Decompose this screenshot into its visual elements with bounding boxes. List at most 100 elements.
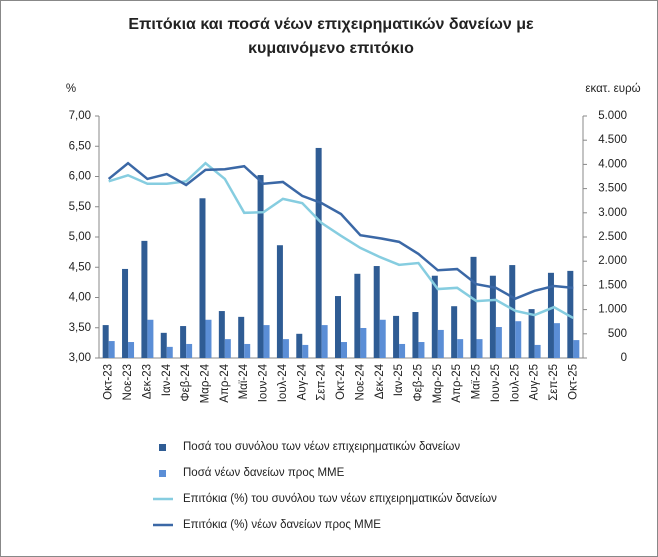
y-tick-label: 4,00 [69, 292, 91, 304]
y-tick-label: 6,00 [69, 171, 91, 183]
bar [180, 326, 187, 358]
x-tick-label: Ιουλ-25 [509, 364, 521, 402]
y-tick-label: 3,00 [69, 352, 91, 364]
bar [360, 327, 367, 358]
y2-tick-label: 4.500 [598, 134, 627, 146]
bar [476, 339, 483, 358]
y-tick-label: 4,50 [69, 261, 91, 273]
x-tick-label: Απρ-25 [451, 364, 463, 403]
x-tick-label: Οκτ-24 [335, 363, 347, 399]
bar [186, 343, 193, 358]
x-tick-label: Σεπ-25 [548, 364, 560, 401]
bar [393, 315, 400, 358]
bar [553, 323, 560, 358]
y2-tick-label: 1.000 [598, 304, 627, 316]
x-tick-label: Σεπ-24 [316, 363, 328, 400]
x-tick-label: Φεβ-24 [180, 363, 192, 401]
bar [321, 325, 328, 358]
x-tick-label: Μαρ-24 [200, 363, 212, 403]
bar [431, 275, 438, 358]
bar [244, 343, 251, 358]
bar [128, 342, 135, 358]
bar [451, 306, 458, 358]
bar [573, 340, 580, 358]
bar [509, 265, 516, 358]
x-tick-label: Απρ-24 [219, 363, 231, 402]
bar [335, 296, 341, 358]
y2-tick-label: 500 [608, 328, 627, 340]
bar [224, 339, 231, 358]
y2-tick-label: 2.500 [598, 231, 627, 243]
bar [147, 319, 154, 358]
bar [341, 342, 347, 358]
bar [567, 270, 574, 358]
y-axis-label: % [66, 83, 76, 95]
bar [399, 343, 406, 358]
x-tick-label: Ιουν-24 [258, 363, 270, 402]
y-tick-label: 3,50 [69, 322, 91, 334]
bar [515, 321, 522, 358]
bar [102, 325, 109, 358]
x-tick-label: Αυγ-25 [529, 364, 541, 400]
x-tick-label: Αυγ-24 [296, 363, 308, 400]
y-tick-label: 6,50 [69, 140, 91, 152]
bar [354, 273, 361, 358]
bar [257, 175, 264, 358]
bar [528, 309, 535, 358]
x-tick-label: Ιουν-25 [490, 364, 502, 402]
y2-tick-label: 3.500 [598, 183, 627, 195]
bar [470, 256, 477, 358]
x-tick-label: Φεβ-25 [412, 364, 424, 402]
y2-axis-label: εκατ. ευρώ [585, 83, 640, 95]
x-tick-label: Νοε-23 [122, 364, 134, 400]
x-tick-label: Οκτ-23 [103, 364, 115, 400]
bar [160, 332, 167, 358]
y2-tick-label: 3.000 [598, 207, 627, 219]
bar [302, 344, 309, 358]
bar [418, 342, 425, 358]
bar [263, 325, 270, 358]
y2-tick-label: 1.500 [598, 279, 627, 291]
y-tick-label: 7,00 [69, 110, 91, 122]
bar [282, 339, 289, 358]
bar [276, 245, 283, 358]
bar [199, 198, 206, 358]
x-tick-label: Δεκ-24 [374, 363, 386, 399]
bar [379, 319, 386, 358]
y2-tick-label: 0 [621, 352, 627, 364]
x-tick-label: Ιαν-25 [393, 364, 405, 396]
bar [547, 272, 554, 358]
bar [166, 346, 173, 358]
bar [315, 147, 322, 358]
bar [141, 240, 148, 358]
x-tick-label: Ιαν-24 [161, 363, 173, 396]
bar [373, 266, 380, 358]
y-tick-label: 5,50 [69, 201, 91, 213]
x-tick-label: Μαϊ-25 [471, 364, 483, 399]
bar [238, 316, 245, 358]
bar [495, 327, 502, 358]
x-tick-label: Δεκ-23 [141, 364, 153, 399]
legend-swatch [159, 470, 166, 477]
y2-tick-label: 5.000 [598, 110, 627, 122]
bar [205, 319, 212, 358]
x-tick-label: Μαρ-25 [432, 364, 444, 403]
bar [108, 341, 115, 358]
bar [489, 275, 496, 358]
legend-label: Ποσά νέων δανείων προς ΜΜΕ [183, 467, 345, 479]
x-tick-label: Νοε-24 [354, 363, 366, 400]
bar [122, 268, 129, 358]
legend-swatch [159, 444, 166, 451]
bar [412, 312, 419, 358]
bar [534, 344, 541, 358]
y-tick-label: 5,00 [69, 231, 91, 243]
bar [457, 339, 464, 358]
bar [437, 329, 444, 358]
y2-tick-label: 4.000 [598, 158, 627, 170]
y2-tick-label: 2.000 [598, 255, 627, 267]
legend-label: Επιτόκια (%) νέων δανείων προς ΜΜΕ [183, 519, 381, 531]
x-tick-label: Ιουλ-24 [277, 363, 289, 402]
bar [218, 311, 225, 358]
